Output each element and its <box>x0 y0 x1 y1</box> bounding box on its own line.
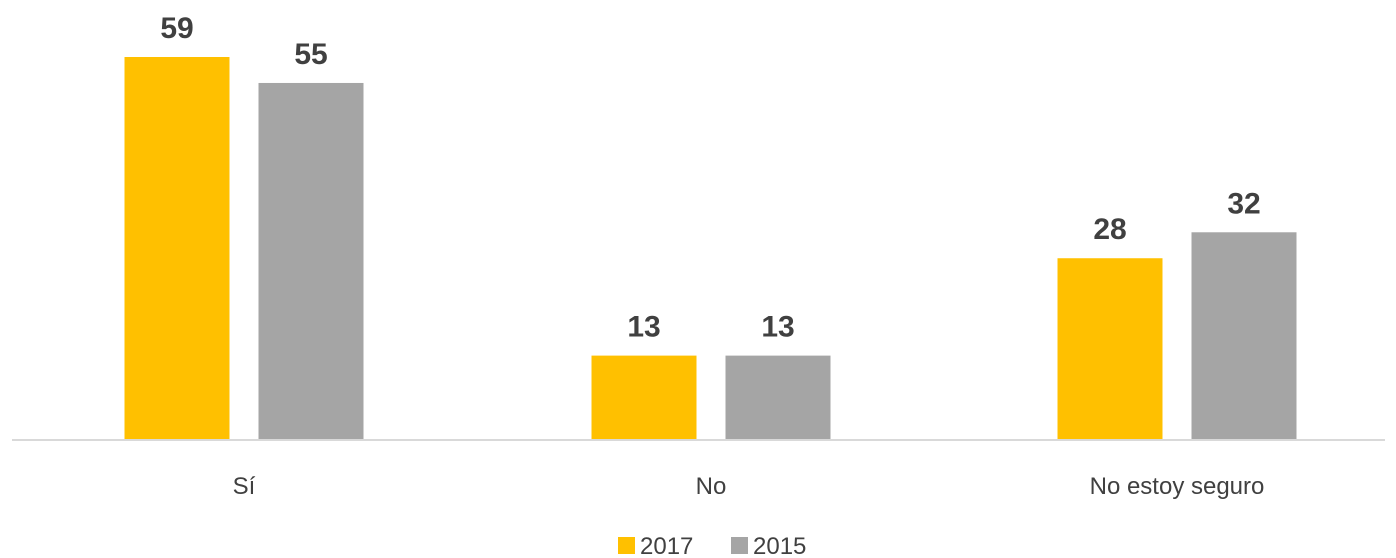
data-label-2017-2: 28 <box>1093 213 1126 246</box>
bar-2017-2 <box>1057 258 1163 440</box>
category-labels-group: Sí No No estoy seguro <box>233 473 1265 500</box>
data-label-2017-1: 13 <box>627 311 660 344</box>
bars-group <box>124 57 1297 441</box>
bar-2015-1 <box>725 355 831 440</box>
value-labels-group: 59 55 13 13 28 32 <box>160 12 1260 344</box>
category-label-0: Sí <box>233 473 256 500</box>
legend-label-2015: 2015 <box>753 533 806 558</box>
category-label-1: No <box>696 473 727 500</box>
data-label-2015-0: 55 <box>294 38 327 71</box>
bar-2015-2 <box>1191 232 1297 440</box>
bar-2017-0 <box>124 57 230 440</box>
legend-swatch-2017 <box>618 537 635 554</box>
bar-2017-1 <box>591 355 697 440</box>
data-label-2015-2: 32 <box>1227 187 1260 220</box>
category-label-2: No estoy seguro <box>1090 473 1265 500</box>
data-label-2015-1: 13 <box>761 311 794 344</box>
legend-label-2017: 2017 <box>640 533 693 558</box>
legend-swatch-2015 <box>731 537 748 554</box>
legend: 2017 2015 <box>618 533 806 558</box>
bar-2015-0 <box>258 82 364 441</box>
data-label-2017-0: 59 <box>160 12 193 45</box>
